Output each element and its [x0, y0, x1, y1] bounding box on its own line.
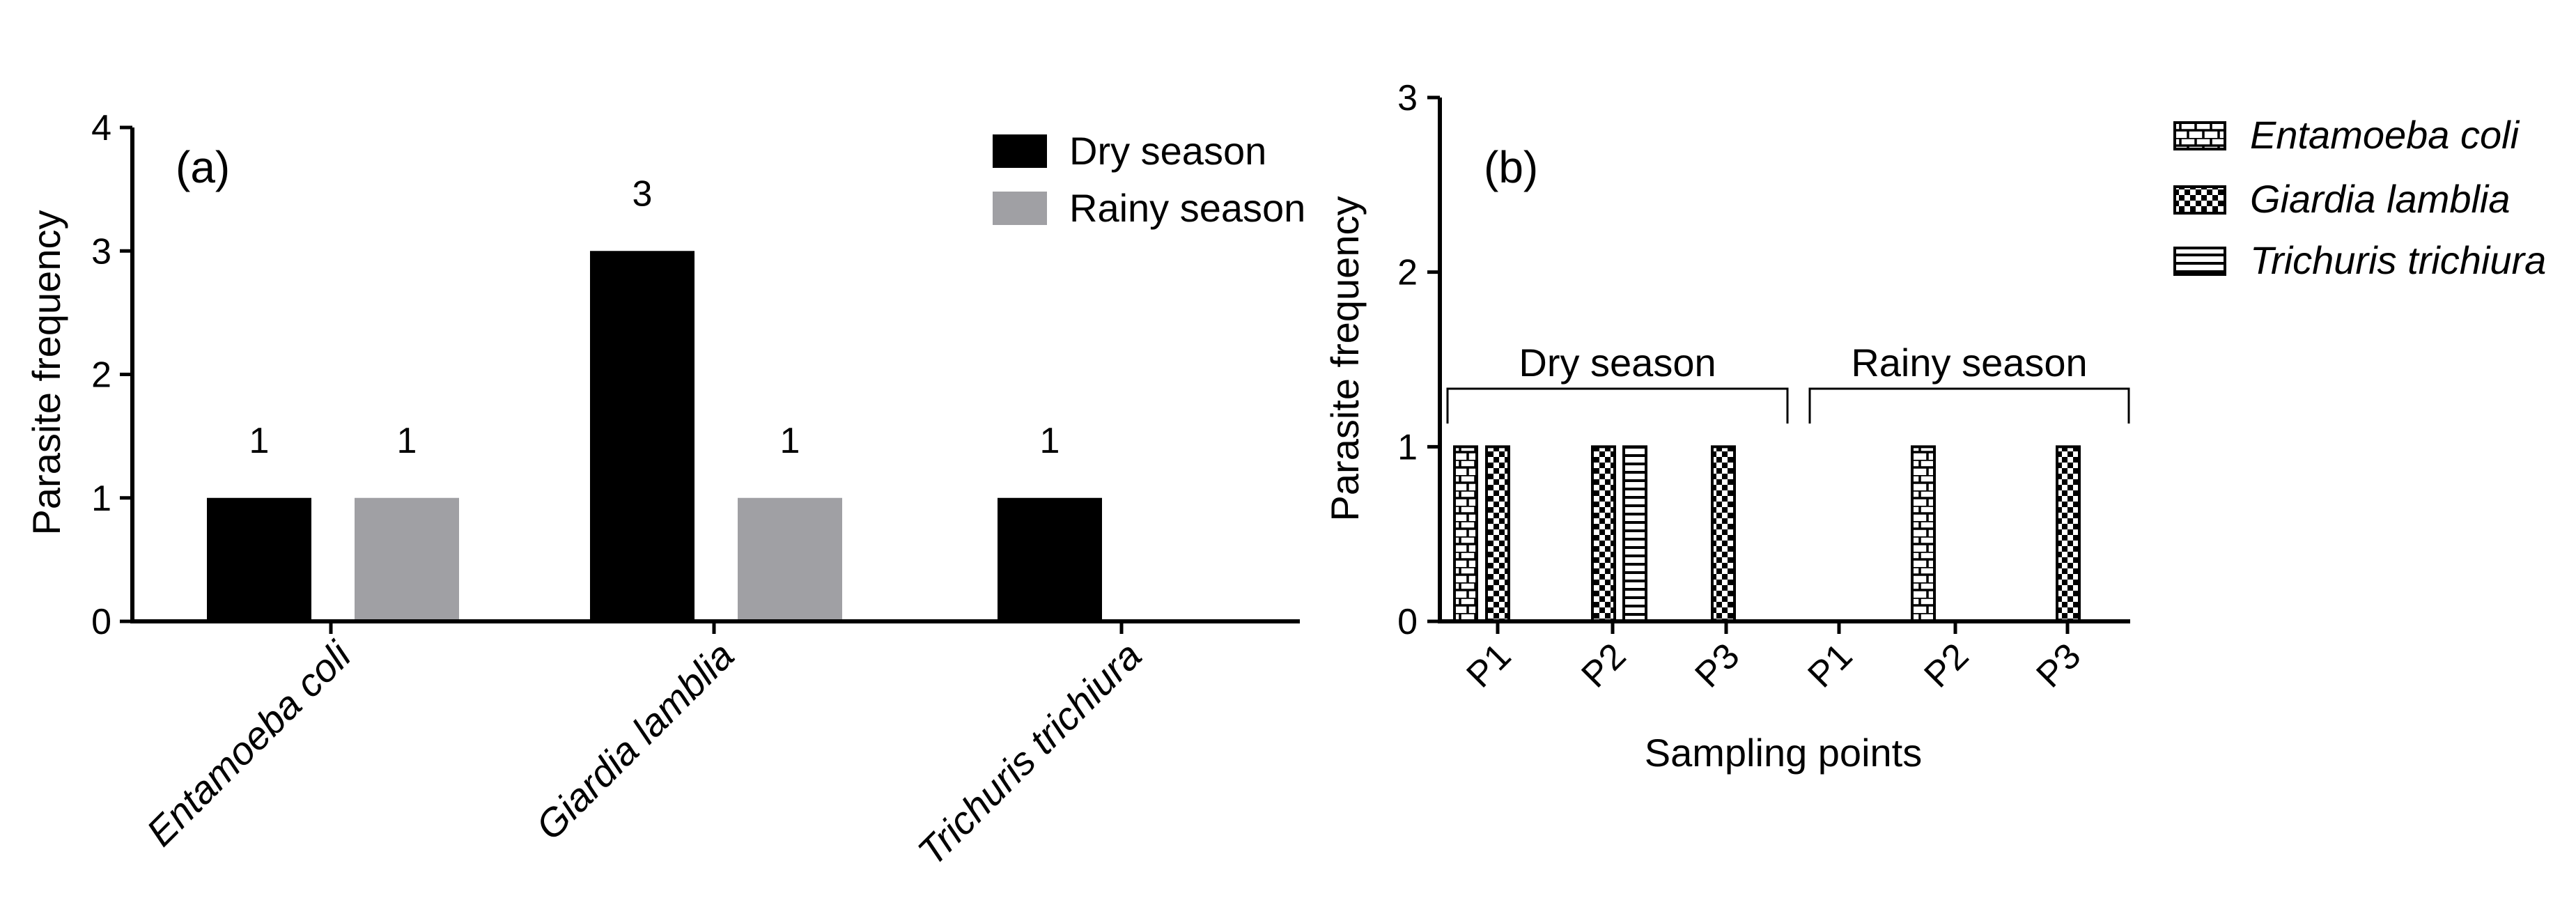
legend-label-trichuris-trichiura: Trichuris trichiura — [2250, 238, 2546, 282]
bar-entamoeba-coli-p2-rainy — [1911, 445, 1936, 623]
chart-panel-a: (a) Parasite frequency 1 3 1 1 1 0 1 2 3 4 Entam… — [24, 108, 1305, 874]
legend-swatch-rainy-season — [993, 192, 1047, 225]
legend-swatch-trichuris-trichiura — [2173, 247, 2226, 276]
panel-b-y-tick-label: 1 — [1397, 427, 1418, 467]
bar-dry-season-giardia-lamblia — [590, 251, 695, 621]
legend-swatch-entamoeba-coli — [2173, 121, 2226, 150]
bar-giardia-lamblia-p3-rainy — [2056, 445, 2081, 623]
legend-label-entamoeba-coli: Entamoeba coli — [2250, 113, 2520, 157]
panel-b-legend: Entamoeba coli Giardia lamblia Trichuris… — [2173, 113, 2546, 282]
panel-a-y-tick-label: 3 — [91, 231, 111, 272]
x-tick-label-p1: P1 — [1800, 635, 1860, 695]
panel-b-y-axis-label: Parasite frequency — [1323, 196, 1367, 522]
bar-trichuris-trichiura-p2-dry — [1622, 445, 1647, 623]
data-label-rainy-season-entamoeba-coli: 1 — [397, 421, 417, 461]
data-label-dry-season-entamoeba-coli: 1 — [249, 421, 270, 461]
x-tick-label-giardia-lamblia: Giardia lamblia — [527, 633, 743, 848]
panel-b-y-tick-label: 0 — [1397, 602, 1418, 642]
panel-b-y-tick-label: 2 — [1397, 253, 1418, 293]
legend-swatch-giardia-lamblia — [2173, 185, 2226, 215]
panel-a-legend: Dry season Rainy season — [993, 129, 1305, 230]
bar-rainy-season-giardia-lamblia — [738, 497, 842, 621]
bar-giardia-lamblia-p3-dry — [1711, 445, 1736, 623]
data-label-rainy-season-giardia-lamblia: 1 — [780, 421, 800, 461]
panel-a-label: (a) — [176, 142, 230, 192]
x-tick-label-p3: P3 — [1687, 635, 1747, 695]
group-label-rainy-season: Rainy season — [1851, 341, 2087, 385]
panel-a-y-tick-label: 4 — [91, 108, 111, 148]
bracket-rainy-season — [1808, 387, 2130, 424]
bar-giardia-lamblia-p2-dry — [1591, 445, 1616, 623]
x-tick-label-p2: P2 — [1916, 635, 1976, 695]
x-tick-label-entamoeba-coli: Entamoeba coli — [138, 633, 360, 855]
legend-label-rainy-season: Rainy season — [1069, 186, 1305, 230]
chart-panel-b: (b) Parasite frequency 0 1 2 3 P1 P2 P3 P1 P2 P3… — [1323, 78, 2546, 775]
panel-a-y-axis-label: Parasite frequency — [24, 210, 68, 536]
data-label-dry-season-trichuris-trichiura: 1 — [1040, 421, 1060, 461]
legend-label-giardia-lamblia: Giardia lamblia — [2250, 177, 2511, 221]
panel-a-y-tick-label: 0 — [91, 602, 111, 642]
legend-label-dry-season: Dry season — [1069, 129, 1266, 173]
panel-b-x-axis-label: Sampling points — [1645, 731, 1922, 775]
group-label-dry-season: Dry season — [1519, 341, 1716, 385]
bracket-dry-season — [1446, 387, 1789, 424]
panel-a-y-tick-label: 1 — [91, 479, 111, 519]
bar-giardia-lamblia-p1-dry — [1485, 445, 1510, 623]
panel-b-y-tick-label: 3 — [1397, 78, 1418, 118]
x-tick-label-p1: P1 — [1459, 635, 1519, 695]
x-tick-label-p3: P3 — [2028, 635, 2088, 695]
data-label-dry-season-giardia-lamblia: 3 — [633, 173, 653, 214]
legend-swatch-dry-season — [993, 134, 1047, 168]
bar-dry-season-trichuris-trichiura — [998, 497, 1102, 621]
x-tick-label-p2: P2 — [1574, 635, 1634, 695]
panel-b-label: (b) — [1484, 142, 1538, 192]
bar-entamoeba-coli-p1-dry — [1453, 445, 1478, 623]
panel-a-y-tick-label: 2 — [91, 355, 111, 396]
x-tick-label-trichuris-trichiura: Trichuris trichiura — [909, 633, 1149, 874]
bar-rainy-season-entamoeba-coli — [355, 497, 459, 621]
bar-dry-season-entamoeba-coli — [207, 497, 311, 621]
